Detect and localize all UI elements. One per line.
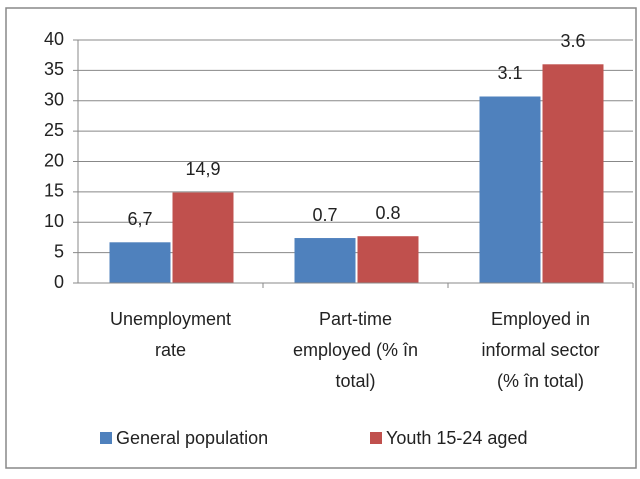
bar bbox=[172, 192, 234, 283]
y-tick-label: 5 bbox=[54, 241, 64, 261]
data-label: 0.8 bbox=[375, 203, 400, 223]
y-tick-label: 15 bbox=[44, 181, 64, 201]
y-tick-label: 30 bbox=[44, 90, 64, 110]
y-tick-label: 25 bbox=[44, 120, 64, 140]
bar bbox=[542, 64, 604, 283]
x-tick-label: Part-time bbox=[319, 309, 392, 329]
data-label: 3.1 bbox=[497, 63, 522, 83]
y-tick-label: 20 bbox=[44, 150, 64, 170]
legend-swatch bbox=[100, 432, 112, 444]
x-tick-label: Employed in bbox=[491, 309, 590, 329]
y-tick-label: 40 bbox=[44, 29, 64, 49]
legend-label: Youth 15-24 aged bbox=[386, 428, 527, 448]
bar bbox=[479, 96, 541, 283]
data-label: 6,7 bbox=[127, 209, 152, 229]
data-label: 14,9 bbox=[185, 159, 220, 179]
x-tick-label: Unemployment bbox=[110, 309, 231, 329]
data-label: 0.7 bbox=[312, 205, 337, 225]
bar bbox=[357, 236, 419, 283]
x-tick-label: informal sector bbox=[481, 340, 599, 360]
legend-label: General population bbox=[116, 428, 268, 448]
y-tick-label: 10 bbox=[44, 211, 64, 231]
bar bbox=[294, 238, 356, 283]
y-tick-label: 0 bbox=[54, 272, 64, 292]
legend-swatch bbox=[370, 432, 382, 444]
data-label: 3.6 bbox=[560, 31, 585, 51]
x-tick-label: rate bbox=[155, 340, 186, 360]
chart-frame bbox=[5, 7, 637, 469]
y-tick-label: 35 bbox=[44, 59, 64, 79]
x-tick-label: employed (% în bbox=[293, 340, 418, 360]
bar bbox=[109, 242, 171, 283]
x-tick-label: (% în total) bbox=[497, 371, 584, 391]
x-tick-label: total) bbox=[335, 371, 375, 391]
